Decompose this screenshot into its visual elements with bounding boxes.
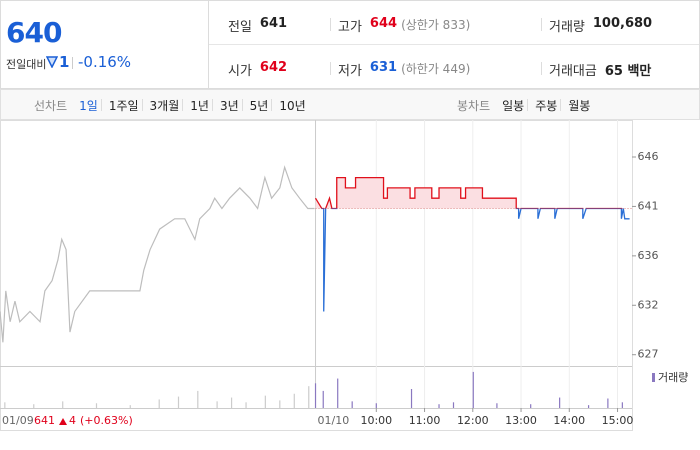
x-tick-label: 12:00 [457,414,489,427]
divider [100,99,102,111]
stat-label: 전일 [228,20,252,35]
tab[interactable]: 1일 [79,99,98,113]
stat-label: 거래량 [549,20,585,35]
day-label: 01/09 [2,414,34,427]
x-tick-label: 10:00 [360,414,392,427]
stat-value: 641 [259,16,288,31]
divider [541,62,542,75]
price: 640 [6,16,62,49]
tab-bar [0,89,700,120]
stat-value: 642 [259,60,288,75]
change-label: 전일대비 [6,58,47,71]
tab[interactable]: 5년 [249,99,269,113]
stat-note: (하한가 449) [401,62,471,76]
day-label: 01/10 [318,414,350,427]
x-tick-label: 11:00 [409,414,441,427]
stat-value: 631 [369,60,398,75]
change-pct: -0.16% [78,53,132,71]
tab[interactable]: 3년 [219,99,239,113]
tab[interactable]: 일봉 [502,99,525,113]
stat-label: 저가 [338,64,362,79]
y-tick-label: 636 [638,249,659,262]
price-line [314,176,630,312]
prev-close: 641 [34,414,55,427]
divider [141,99,143,111]
y-tick-label: 641 [638,199,659,212]
legend-swatch [652,373,655,382]
tab[interactable]: 10년 [279,99,306,113]
prev-day-line [0,165,315,343]
x-tick-label: 14:00 [553,414,585,427]
stat-note: (상한가 833) [401,18,471,32]
stat-label: 고가 [338,20,362,35]
divider [527,99,529,111]
tab[interactable]: 주봉 [535,99,558,113]
stat-value: 644 [369,16,398,31]
divider [182,99,184,111]
divider [330,18,331,31]
change: 1 [59,53,70,71]
y-tick-label: 646 [638,150,659,163]
price-area [315,177,517,209]
plot-frame [0,120,633,431]
divider [541,18,542,31]
divider [211,99,213,111]
divider [72,57,73,69]
tab[interactable]: 월봉 [568,99,591,113]
tab[interactable]: 1주일 [108,99,139,113]
tab[interactable]: 1년 [190,99,209,113]
up-arrow [59,418,67,425]
prev-change-pct: (+0.63%) [80,414,133,427]
down-arrow [46,56,58,68]
stat-value: 100,680 [592,16,653,31]
x-tick-label: 13:00 [505,414,537,427]
divider [560,99,562,111]
x-tick-label: 15:00 [602,414,634,427]
legend-label: 거래량 [658,371,688,384]
tab[interactable]: 3개월 [149,99,180,113]
stat-label: 거래대금 [549,64,597,79]
tab-group-label: 선차트 [34,99,68,113]
tab-group-label: 봉차트 [457,99,491,113]
divider [271,99,273,111]
divider [208,1,209,88]
stat-value: 65 백만 [604,64,652,79]
divider [209,44,699,45]
divider [330,62,331,75]
prev-change: 4 [69,414,76,427]
y-tick-label: 627 [638,348,659,361]
y-tick-label: 632 [638,298,659,311]
stat-label: 시가 [228,64,252,79]
divider [241,99,243,111]
